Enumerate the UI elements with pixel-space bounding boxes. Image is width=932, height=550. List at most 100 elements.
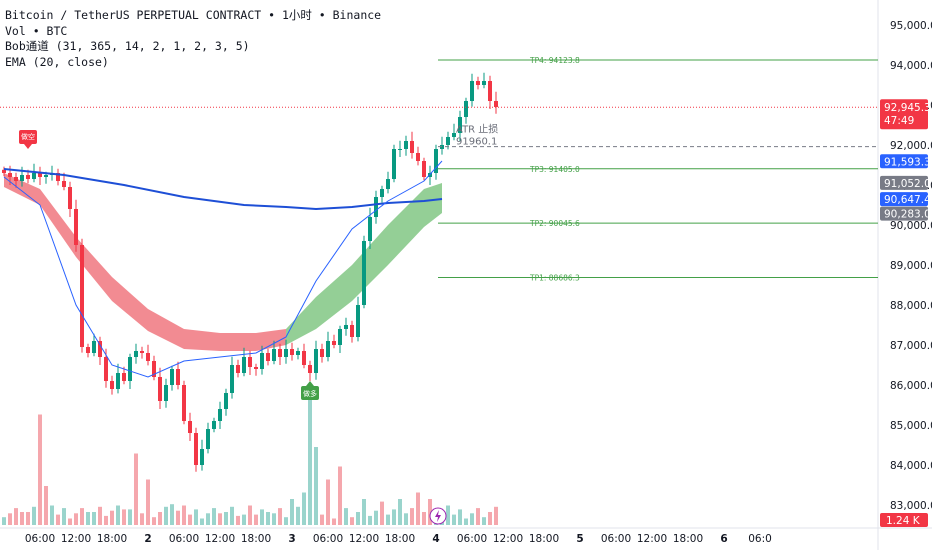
volume-bar [86, 512, 90, 525]
volume-bar [206, 513, 210, 525]
volume-bar [188, 514, 192, 525]
price-tick-label: 95,000.0 [890, 20, 932, 32]
chart-legend: Bitcoin / TetherUS PERPETUAL CONTRACT • … [5, 8, 381, 70]
volume-bar [380, 501, 384, 525]
current-price-label: 92,945.3 [884, 102, 931, 114]
volume-bar [350, 517, 354, 525]
time-tick-label: 18:00 [97, 533, 127, 545]
time-tick-label: 06:00 [313, 533, 343, 545]
volume-bar [62, 508, 66, 525]
volume-bar [92, 512, 96, 525]
tp-label-tp2: TP2: 90045.6 [529, 219, 580, 228]
candle-body [368, 217, 372, 241]
candle-body [164, 385, 168, 401]
short-signal-label: 做空 [21, 132, 35, 141]
candle-body [236, 365, 240, 373]
volume-bar [464, 518, 468, 525]
volume-bar [14, 508, 18, 525]
price-tick-label: 94,000.0 [890, 60, 932, 72]
time-tick-label: 12:00 [637, 533, 667, 545]
ema-20-line [3, 160, 443, 378]
volume-bar [68, 518, 72, 525]
volume-bar [398, 499, 402, 525]
candle-body [314, 349, 318, 373]
candle-body [182, 385, 186, 421]
candle-body [362, 241, 366, 305]
current-price-tag [880, 99, 928, 130]
volume-bar [224, 512, 228, 525]
price-tick-label: 88,000.0 [890, 300, 932, 312]
candle-body [212, 421, 216, 429]
candle-body [296, 351, 300, 355]
candle-body [404, 141, 408, 149]
volume-bar [194, 509, 198, 525]
tp-levels: TP4: 94123.8 TP3: 91405.0 TP2: 90045.6 TP1:… [0, 56, 878, 283]
volume-indicator-label[interactable]: Vol • BTC [5, 23, 68, 38]
red-band [4, 173, 286, 351]
candle-body [290, 349, 294, 355]
volume-bar [392, 509, 396, 525]
candle-body [176, 369, 180, 385]
time-tick-label: 18:00 [385, 533, 415, 545]
volume-bar [122, 509, 126, 525]
candle-body [326, 341, 330, 357]
volume-bar [8, 513, 12, 525]
price-tick-label: 89,000.0 [890, 260, 932, 272]
volume-bar [218, 513, 222, 525]
time-tick-label: 3 [288, 533, 295, 545]
volume-bar [338, 466, 342, 525]
volume-bar [296, 506, 300, 525]
volume-bar [164, 506, 168, 525]
volume-bar [248, 505, 252, 525]
symbol-title[interactable]: Bitcoin / TetherUS PERPETUAL CONTRACT • … [5, 8, 382, 22]
candle-body [140, 351, 144, 353]
volume-bar [446, 505, 450, 525]
volume-bar [290, 499, 294, 525]
volume-bar [104, 515, 108, 525]
volume-bar [410, 508, 414, 525]
candle-body [308, 365, 312, 373]
candle-body [470, 81, 474, 101]
tp-label-tp1: TP1: 88686.3 [529, 274, 580, 283]
volume-bar [482, 517, 486, 525]
time-tick-label: 12:00 [349, 533, 379, 545]
countdown-label: 47:49 [884, 115, 914, 127]
atr-stop-value: 91960.1 [456, 137, 497, 148]
volume-bar [176, 510, 180, 525]
volume-bar [26, 512, 30, 525]
candle-body [224, 393, 228, 409]
volume-bar [356, 512, 360, 525]
ema-indicator-label[interactable]: EMA (20, close) [5, 54, 109, 69]
candle-body [38, 173, 42, 177]
candle-body [242, 357, 246, 373]
candle-body [92, 341, 96, 353]
price-tick-label: 83,000.0 [890, 500, 932, 512]
candle-body [464, 101, 468, 117]
volume-bar [74, 513, 78, 525]
candle-body [392, 149, 396, 179]
candle-body [482, 81, 486, 85]
volume-bar [278, 508, 282, 525]
bob-indicator-label[interactable]: Bob通道 (31, 365, 14, 2, 1, 2, 3, 5) [5, 39, 250, 53]
candle-body [200, 449, 204, 465]
candle-body [62, 181, 66, 187]
candle-body [254, 367, 258, 369]
candle-body [170, 369, 174, 385]
candle-body [152, 361, 156, 377]
time-axis[interactable]: 06:00 12:00 18:00 2 06:00 12:00 18:00 3 06:00 12:… [25, 533, 772, 545]
volume-bar [152, 517, 156, 525]
time-tick-label: 4 [432, 533, 439, 545]
candle-body [86, 347, 90, 353]
volume-bar [344, 508, 348, 525]
time-tick-label: 5 [576, 533, 583, 545]
price-axis[interactable]: 95,000.094,000.093,000.092,000.091,000.0… [880, 20, 932, 527]
candle-body [320, 349, 324, 357]
candle-body [422, 161, 426, 177]
ma-lines [3, 160, 443, 378]
candle-body [452, 133, 456, 137]
volume-bar [416, 492, 420, 525]
time-tick-label: 2 [144, 533, 151, 545]
volume-bar [476, 508, 480, 525]
price-tick-label: 86,000.0 [890, 380, 932, 392]
